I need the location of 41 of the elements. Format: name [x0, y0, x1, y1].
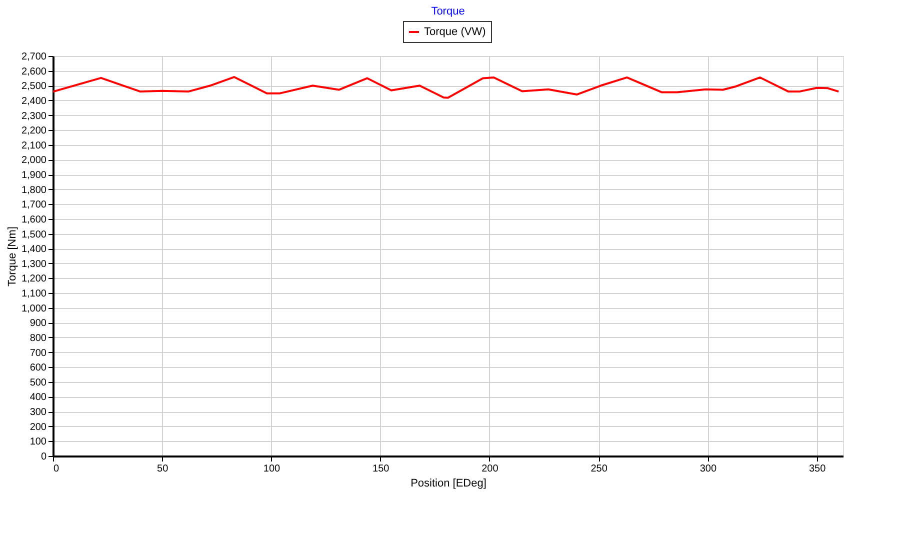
legend-label: Torque (VW) [424, 26, 486, 38]
x-tick-label: 50 [157, 464, 169, 474]
y-tick-label: 1,000 [21, 303, 47, 314]
line-series [53, 76, 840, 99]
y-tick-label: 300 [30, 407, 47, 418]
chart-title: Torque [431, 6, 465, 18]
y-tick-label: 0 [40, 452, 47, 462]
x-tick-label: 0 [54, 464, 60, 474]
y-tick-label: 2,400 [21, 96, 47, 107]
y-tick-label: 500 [30, 377, 47, 388]
x-tick-label: 300 [700, 464, 717, 474]
y-tick-label: 2,700 [21, 52, 47, 62]
x-axis-title: Position [EDeg] [410, 478, 486, 490]
y-tick-label: 2,100 [21, 140, 47, 152]
x-tick-label: 150 [372, 464, 390, 474]
y-tick-label: 2,000 [21, 155, 47, 166]
y-tick-label: 2,600 [21, 66, 47, 78]
y-tick-label: 1,900 [21, 170, 47, 182]
y-tick-label: 2,500 [21, 81, 47, 92]
y-tick-label: 1,100 [21, 288, 47, 300]
y-tick-label: 900 [30, 318, 47, 330]
y-tick-label: 2,300 [21, 110, 47, 122]
y-tick-label: 1,400 [21, 244, 47, 256]
y-tick-label: 1,300 [21, 258, 47, 270]
x-tick-label: 350 [808, 464, 826, 474]
y-axis-title: Torque [Nm] [6, 226, 18, 286]
y-tick-label: 2,200 [21, 126, 47, 137]
x-tick-label: 200 [482, 464, 499, 474]
y-tick-label: 1,200 [21, 274, 47, 285]
y-tick-label: 400 [30, 392, 47, 404]
y-tick-label: 1,700 [21, 200, 47, 211]
x-tick-label: 100 [263, 464, 281, 474]
y-tick-label: 700 [30, 348, 47, 359]
y-tick-label: 100 [30, 436, 47, 448]
y-tick-label: 800 [30, 332, 47, 344]
y-tick-label: 1,600 [21, 214, 47, 226]
y-tick-label: 600 [30, 362, 47, 374]
y-tick-label: 1,800 [21, 184, 47, 196]
y-tick-label: 1,500 [21, 229, 47, 240]
x-tick-label: 250 [590, 464, 608, 474]
y-tick-label: 200 [30, 422, 47, 433]
